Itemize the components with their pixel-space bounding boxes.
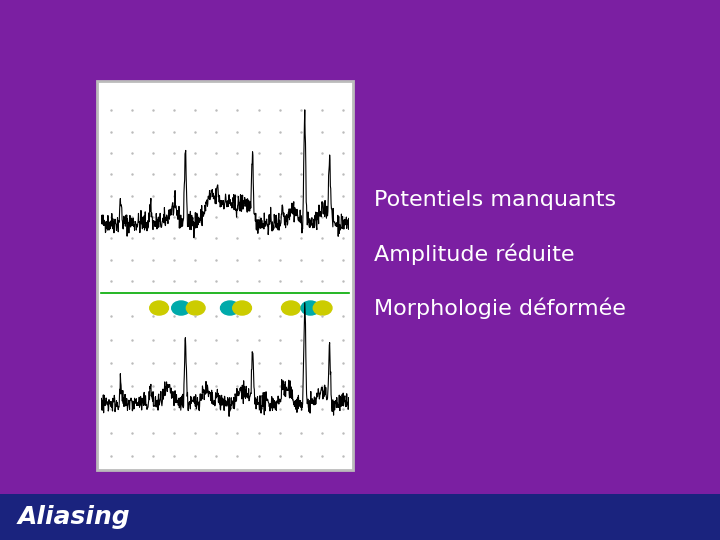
Bar xyxy=(97,81,353,470)
Circle shape xyxy=(150,301,168,315)
Circle shape xyxy=(171,301,190,315)
Circle shape xyxy=(313,301,332,315)
Circle shape xyxy=(282,301,300,315)
Text: Aliasing: Aliasing xyxy=(18,505,130,529)
Circle shape xyxy=(301,301,320,315)
Circle shape xyxy=(233,301,251,315)
Circle shape xyxy=(186,301,205,315)
Text: Potentiels manquants: Potentiels manquants xyxy=(374,190,616,210)
Bar xyxy=(0,494,720,540)
Text: Morphologie déformée: Morphologie déformée xyxy=(374,297,626,319)
Circle shape xyxy=(220,301,239,315)
Text: Amplitude réduite: Amplitude réduite xyxy=(374,243,575,265)
